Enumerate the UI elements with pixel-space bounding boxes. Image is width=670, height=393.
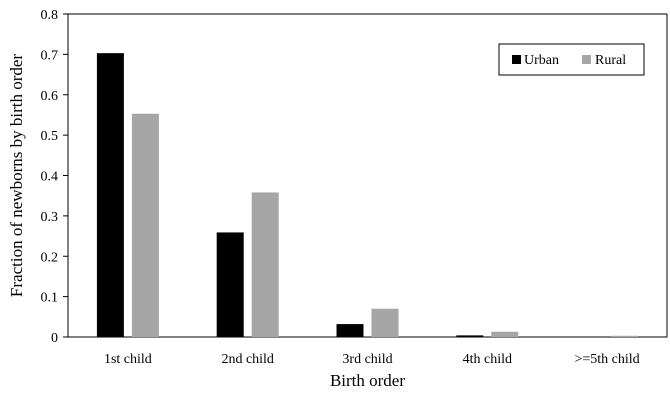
y-tick-label: 0.2: [41, 250, 59, 265]
x-tick-label: >=5th child: [575, 352, 640, 367]
y-tick-label: 0.4: [41, 170, 59, 185]
bar-rural-4: [491, 331, 519, 337]
bar-rural-1: [131, 113, 159, 337]
bar-urban-1: [96, 53, 124, 337]
bar-rural-3: [371, 308, 399, 337]
y-tick-label: 0.5: [41, 129, 59, 144]
bars: [96, 53, 639, 337]
y-axis-title: Fraction of newborns by birth order: [7, 54, 26, 297]
legend-label-rural: Rural: [595, 53, 626, 68]
legend-swatch-rural: [582, 55, 591, 64]
x-tick-label: 1st child: [104, 352, 152, 367]
x-ticks: 1st child 2nd child 3rd child 4th child >=5t…: [104, 352, 640, 367]
legend-box: [498, 43, 645, 76]
legend: Urban Rural: [498, 43, 645, 76]
bar-rural-2: [251, 192, 279, 337]
x-tick-label: 2nd child: [221, 352, 274, 367]
legend-swatch-urban: [512, 55, 521, 64]
y-tick-label: 0.7: [41, 48, 59, 63]
x-axis-title: Birth order: [330, 371, 405, 390]
x-tick-label: 3rd child: [342, 352, 392, 367]
plot-area: 0 0.1 0.2 0.3 0.4 0.5 0.6 0.7 0.8 1st child 2nd c…: [41, 8, 668, 367]
bar-urban-2: [216, 232, 244, 337]
legend-label-urban: Urban: [524, 53, 559, 68]
y-tick-label: 0.1: [41, 291, 59, 306]
y-tick-label: 0.8: [41, 8, 59, 23]
bar-urban-3: [336, 324, 364, 337]
y-tick-label: 0.3: [41, 210, 59, 225]
bar-urban-4: [456, 335, 484, 337]
x-tick-label: 4th child: [463, 352, 512, 367]
y-tick-label: 0: [51, 331, 58, 346]
bar-rural-5: [611, 335, 639, 337]
y-tick-label: 0.6: [41, 89, 59, 104]
y-ticks: 0 0.1 0.2 0.3 0.4 0.5 0.6 0.7 0.8: [41, 8, 68, 346]
